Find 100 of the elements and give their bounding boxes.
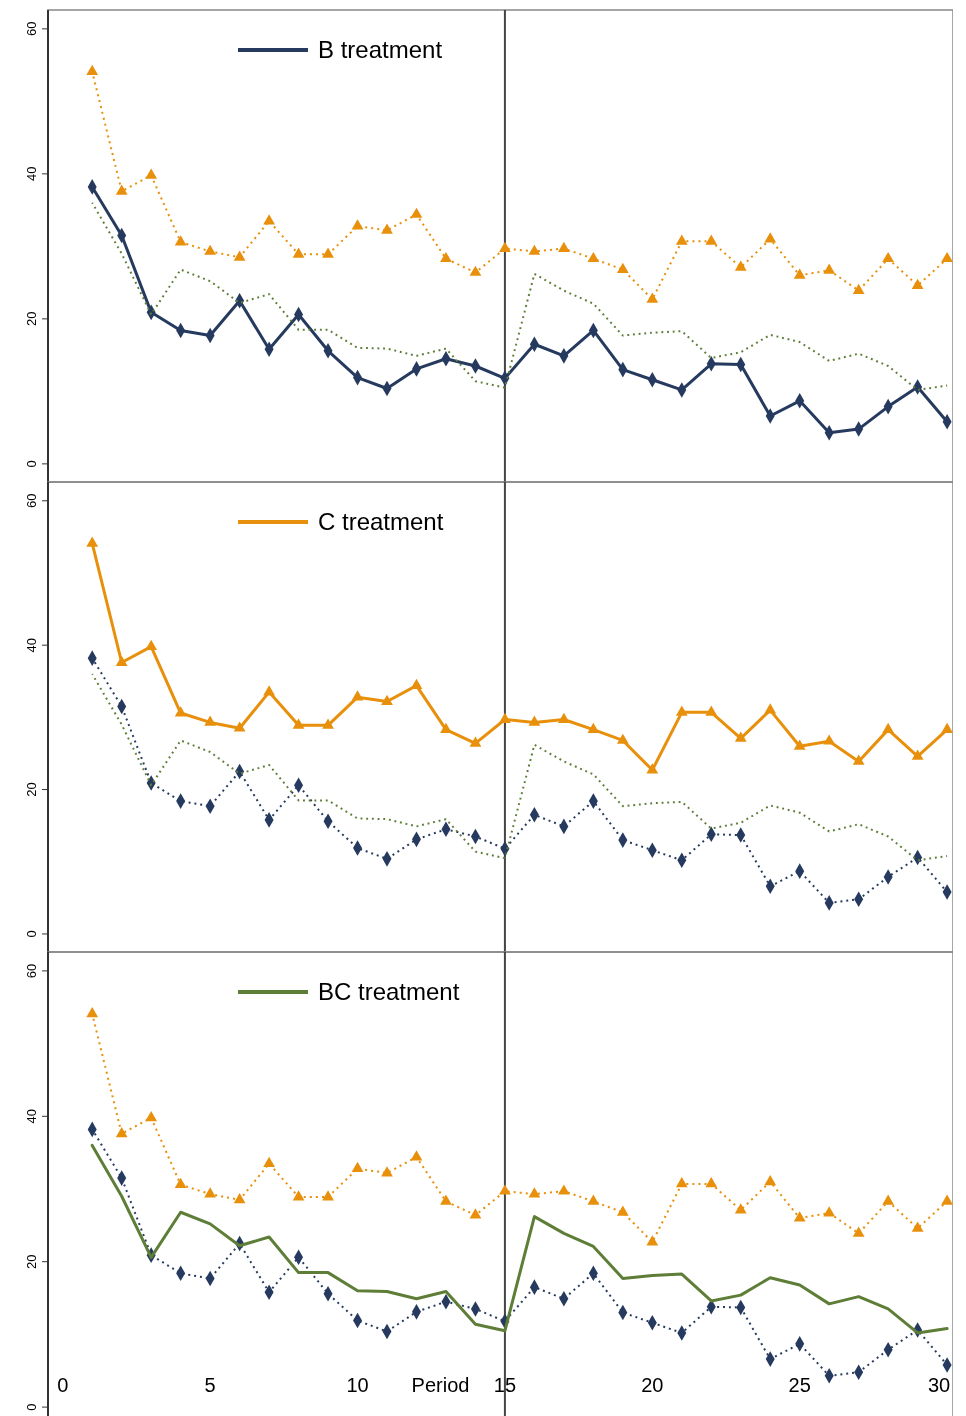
point — [793, 1211, 806, 1222]
point — [174, 706, 187, 717]
point — [911, 749, 924, 760]
point — [292, 718, 305, 729]
y-tick-label: 40 — [24, 1109, 39, 1124]
point — [115, 655, 128, 666]
y-tick-label: 0 — [24, 930, 39, 938]
point — [911, 1221, 924, 1232]
point — [616, 1205, 629, 1216]
point — [675, 234, 688, 245]
point — [115, 1126, 128, 1138]
point — [440, 722, 452, 734]
point — [381, 1166, 393, 1177]
point — [528, 244, 541, 255]
point — [322, 1190, 334, 1201]
point — [705, 705, 718, 716]
point — [440, 251, 452, 263]
point — [233, 1193, 246, 1204]
point — [381, 223, 393, 234]
point — [233, 721, 246, 732]
point — [263, 685, 275, 696]
y-tick-label: 60 — [24, 963, 39, 979]
point — [587, 1194, 600, 1205]
point — [204, 244, 217, 255]
x-tick-label: 5 — [204, 1374, 216, 1396]
point — [204, 715, 217, 726]
point — [941, 251, 953, 263]
x-tick-label: 10 — [346, 1374, 369, 1396]
x-tick-label: 30 — [927, 1374, 951, 1396]
point — [499, 241, 511, 252]
point — [410, 207, 423, 218]
point — [204, 1187, 217, 1198]
point — [882, 251, 895, 263]
point — [174, 1177, 187, 1189]
point — [86, 64, 99, 76]
point — [557, 712, 570, 723]
point — [764, 1174, 777, 1186]
point — [322, 247, 334, 258]
y-tick-label: 60 — [24, 493, 39, 509]
point — [764, 232, 777, 243]
y-tick-label: 0 — [24, 1403, 39, 1411]
point — [145, 168, 158, 179]
point — [793, 739, 806, 750]
point — [646, 292, 659, 303]
x-tick-label: 0 — [57, 1374, 69, 1396]
point — [823, 263, 836, 274]
point — [469, 265, 482, 276]
point — [705, 234, 718, 245]
point — [823, 1206, 836, 1217]
point — [292, 1190, 305, 1201]
point — [557, 1184, 570, 1195]
point — [381, 694, 393, 705]
point — [499, 1184, 511, 1195]
point — [263, 214, 275, 225]
x-tick-label: 25 — [788, 1374, 811, 1396]
point — [705, 1177, 718, 1188]
point — [469, 736, 482, 747]
legend-label: C treatment — [318, 508, 444, 535]
point — [499, 712, 511, 723]
point — [86, 1007, 99, 1018]
point — [734, 260, 747, 271]
y-tick-label: 40 — [24, 637, 39, 653]
point — [852, 283, 865, 294]
point — [852, 1226, 865, 1237]
point — [852, 754, 865, 765]
point — [587, 251, 600, 263]
point — [528, 1187, 541, 1198]
point — [616, 262, 629, 273]
point — [469, 1208, 482, 1219]
point — [823, 734, 836, 745]
point — [440, 1194, 452, 1205]
point — [734, 1203, 747, 1214]
point — [616, 733, 629, 744]
y-tick-label: 20 — [24, 782, 39, 797]
point — [292, 247, 305, 258]
point — [351, 690, 364, 701]
point — [528, 715, 541, 726]
point — [322, 718, 334, 729]
point — [734, 731, 747, 742]
point — [882, 1194, 895, 1205]
point — [233, 250, 246, 261]
point — [145, 1110, 158, 1122]
legend-label: B treatment — [318, 36, 443, 63]
point — [882, 722, 895, 734]
legend-label: BC treatment — [318, 978, 460, 1005]
point — [86, 536, 99, 547]
point — [351, 1161, 364, 1173]
point — [675, 1177, 688, 1188]
point — [410, 1150, 423, 1161]
y-tick-label: 40 — [24, 166, 39, 182]
y-tick-label: 20 — [24, 311, 39, 327]
point — [174, 235, 187, 246]
point — [351, 219, 364, 230]
point — [911, 278, 924, 289]
point — [557, 241, 570, 252]
point — [263, 1156, 275, 1167]
point — [675, 705, 688, 716]
point — [646, 1235, 659, 1246]
x-axis-title: Period — [411, 1374, 470, 1396]
y-tick-label: 20 — [24, 1254, 39, 1269]
